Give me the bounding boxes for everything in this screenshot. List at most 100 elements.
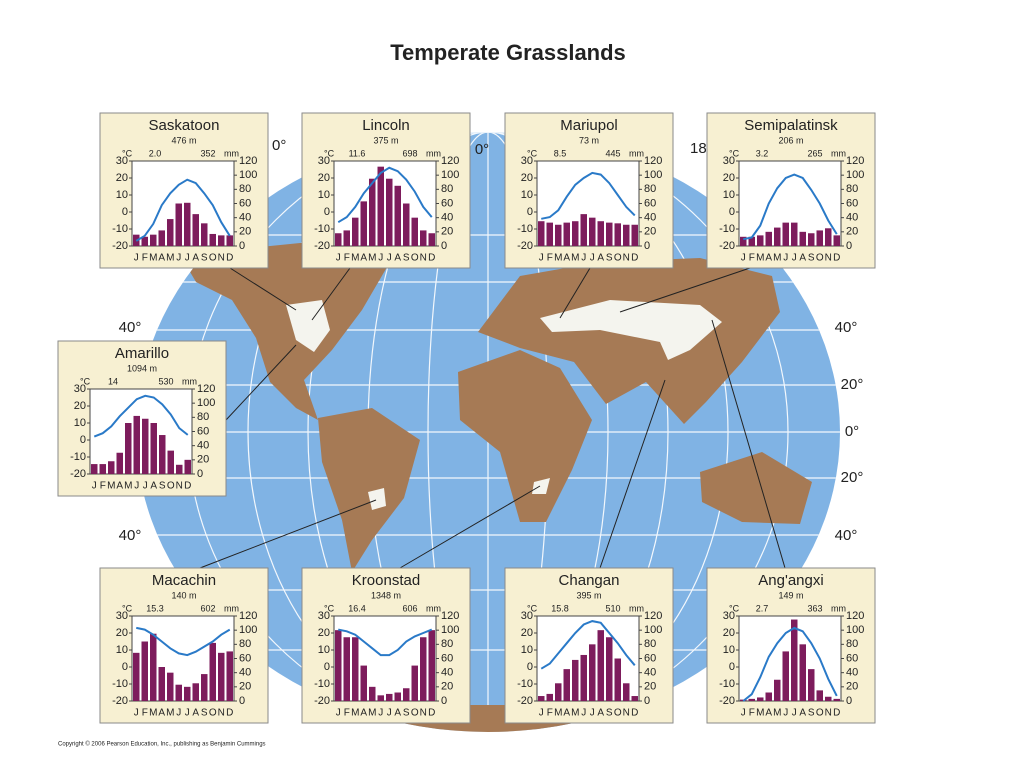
y2-tick-label: 120 bbox=[239, 155, 257, 167]
precipitation-bar bbox=[816, 230, 823, 246]
x-tick-label: F bbox=[749, 708, 755, 719]
precipitation-bar bbox=[184, 202, 191, 246]
x-tick-label: O bbox=[411, 708, 419, 719]
x-tick-label: J bbox=[581, 708, 586, 719]
y-tick-label: 0 bbox=[122, 206, 128, 218]
y2-tick-label: 0 bbox=[239, 695, 245, 707]
precipitation-bar bbox=[403, 203, 410, 246]
precipitation-bar bbox=[411, 665, 418, 701]
elevation: 1094 m bbox=[127, 363, 157, 373]
precipitation-bar bbox=[125, 423, 132, 474]
y2-tick-label: 100 bbox=[846, 624, 864, 636]
x-tick-label: D bbox=[833, 708, 840, 719]
x-tick-label: O bbox=[411, 253, 419, 264]
x-tick-label: A bbox=[597, 253, 604, 264]
x-tick-label: J bbox=[387, 253, 392, 264]
precipitation-bar bbox=[209, 233, 216, 246]
precipitation-bar bbox=[631, 696, 638, 701]
y2-tick-label: 20 bbox=[441, 681, 453, 693]
x-tick-label: O bbox=[167, 481, 175, 492]
x-tick-label: O bbox=[209, 708, 217, 719]
x-tick-label: M bbox=[351, 708, 359, 719]
precipitation-bar bbox=[386, 693, 393, 701]
y-tick-label: 20 bbox=[723, 627, 735, 639]
x-tick-label: O bbox=[614, 708, 622, 719]
x-tick-label: O bbox=[209, 253, 217, 264]
x-tick-label: J bbox=[590, 253, 595, 264]
x-tick-label: M bbox=[773, 253, 781, 264]
temp-unit: °C bbox=[729, 148, 740, 158]
y2-tick-label: 0 bbox=[441, 695, 447, 707]
precipitation-bar bbox=[597, 630, 604, 701]
x-tick-label: J bbox=[539, 708, 544, 719]
precipitation-bar bbox=[343, 637, 350, 701]
y-tick-label: 30 bbox=[723, 610, 735, 622]
x-tick-label: J bbox=[387, 708, 392, 719]
y2-tick-label: 120 bbox=[644, 610, 662, 622]
y2-tick-label: 0 bbox=[197, 468, 203, 480]
precipitation-bar bbox=[176, 464, 183, 474]
y2-tick-label: 20 bbox=[644, 226, 656, 238]
x-tick-label: D bbox=[428, 253, 435, 264]
temperature-line bbox=[135, 178, 231, 242]
x-tick-label: J bbox=[792, 708, 797, 719]
y2-tick-label: 120 bbox=[441, 610, 459, 622]
temperature-line bbox=[742, 626, 838, 702]
y2-tick-label: 80 bbox=[846, 638, 858, 650]
y-tick-label: 30 bbox=[74, 383, 86, 395]
x-tick-label: S bbox=[403, 708, 410, 719]
y2-tick-label: 80 bbox=[846, 183, 858, 195]
y2-tick-label: 120 bbox=[644, 155, 662, 167]
precipitation-bar bbox=[108, 461, 115, 474]
x-tick-label: N bbox=[825, 253, 832, 264]
annual-temperature: 8.5 bbox=[554, 148, 567, 158]
precipitation-bar bbox=[623, 224, 630, 246]
precipitation-bar bbox=[555, 683, 562, 701]
precip-unit: mm bbox=[831, 603, 846, 613]
precipitation-bar bbox=[572, 221, 579, 246]
elevation: 206 m bbox=[778, 135, 803, 145]
x-tick-label: D bbox=[226, 253, 233, 264]
x-tick-label: N bbox=[825, 708, 832, 719]
precipitation-bar bbox=[606, 637, 613, 701]
y-tick-label: -20 bbox=[517, 240, 533, 252]
temp-unit: °C bbox=[80, 376, 91, 386]
y-tick-label: 0 bbox=[122, 661, 128, 673]
y-tick-label: 20 bbox=[318, 627, 330, 639]
y-tick-label: 30 bbox=[318, 610, 330, 622]
precipitation-bar bbox=[369, 686, 376, 701]
y2-tick-label: 60 bbox=[441, 197, 453, 209]
y-tick-label: 20 bbox=[521, 172, 533, 184]
y-tick-label: -10 bbox=[112, 223, 128, 235]
precipitation-bar bbox=[597, 221, 604, 246]
x-tick-label: N bbox=[623, 708, 630, 719]
y-tick-label: 10 bbox=[116, 644, 128, 656]
precipitation-bar bbox=[757, 235, 764, 246]
x-tick-label: S bbox=[606, 253, 613, 264]
precip-unit: mm bbox=[224, 603, 239, 613]
y2-tick-label: 120 bbox=[441, 155, 459, 167]
y2-tick-label: 40 bbox=[239, 212, 251, 224]
x-tick-label: J bbox=[185, 253, 190, 264]
city-name: Lincoln bbox=[362, 117, 410, 134]
x-tick-label: S bbox=[159, 481, 166, 492]
copyright: Copyright © 2006 Pearson Education, Inc.… bbox=[58, 741, 266, 748]
x-tick-label: M bbox=[756, 708, 764, 719]
precipitation-bar bbox=[580, 214, 587, 246]
x-tick-label: A bbox=[563, 708, 570, 719]
y-tick-label: 10 bbox=[318, 644, 330, 656]
precipitation-bar bbox=[833, 235, 840, 246]
map-label: 20° bbox=[841, 376, 864, 393]
y2-tick-label: 80 bbox=[197, 411, 209, 423]
y-tick-label: -20 bbox=[719, 695, 735, 707]
x-tick-label: J bbox=[581, 253, 586, 264]
y2-tick-label: 0 bbox=[644, 240, 650, 252]
map-label: 40° bbox=[119, 527, 142, 544]
map-labels: 0° 0° 18 40° 40° 40° 20° 0° 20° 40° bbox=[119, 137, 864, 544]
precipitation-bar bbox=[377, 166, 384, 246]
y2-tick-label: 60 bbox=[239, 197, 251, 209]
